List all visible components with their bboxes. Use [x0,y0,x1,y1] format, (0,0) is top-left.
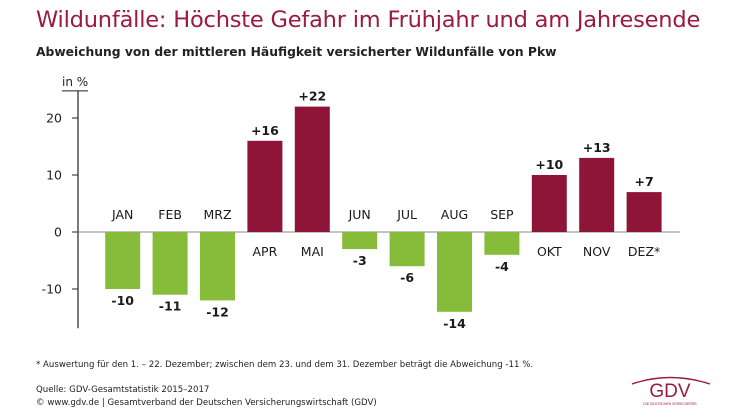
bar [342,232,378,250]
copyright-line: © www.gdv.de | Gesamtverband der Deutsch… [36,398,377,408]
category-label: AUG [441,207,468,222]
bar-chart: in % -10 0 10 20 JAN -10 FEB -11 MRZ -12 APR +16 MAI +… [42,75,680,331]
data-label: +10 [535,157,563,172]
data-label: -12 [206,304,229,319]
data-label: -6 [400,270,414,285]
y-axis-label: in % [62,75,88,89]
data-label: -3 [353,253,367,268]
category-label: JAN [111,207,133,222]
logo-arc [631,376,711,385]
bar [484,232,520,255]
category-label: SEP [490,207,514,222]
bar [152,232,188,295]
bar [200,232,235,301]
category-label: NOV [583,244,611,259]
footnote: * Auswertung für den 1. – 22. Dezember; … [36,360,534,370]
data-label: -14 [443,316,466,331]
bar [389,232,425,267]
bar [626,192,662,232]
data-label: +22 [298,89,326,104]
logo-tagline: DIE DEUTSCHEN VERSICHERER [643,402,697,406]
data-label: -4 [495,259,509,274]
data-label: -10 [111,293,134,308]
data-label: +7 [635,174,654,189]
category-label: FEB [158,207,182,222]
y-tick-label: 0 [54,225,62,240]
category-label: JUL [396,207,417,222]
y-tick-label: 20 [46,111,62,126]
category-label: DEZ* [628,244,660,259]
chart-subtitle: Abweichung von der mittleren Häufigkeit … [36,45,557,59]
bar [105,232,141,289]
data-label: -11 [159,299,182,314]
category-label: APR [253,244,278,259]
data-label: +13 [583,140,611,155]
y-tick-label: 10 [46,168,62,183]
gdv-logo: GDV DIE DEUTSCHEN VERSICHERER [631,376,711,406]
bar [531,175,567,232]
data-label: +16 [251,123,279,138]
source-line: Quelle: GDV-Gesamtstatistik 2015–2017 [36,385,210,395]
bar [579,157,615,232]
category-label: MRZ [203,207,231,222]
y-tick-label: -10 [42,282,62,297]
source-block: Quelle: GDV-Gesamtstatistik 2015–2017 © … [36,384,377,410]
logo-wordmark: GDV [649,381,691,402]
category-label: JUN [348,207,371,222]
chart-title: Wildunfälle: Höchste Gefahr im Frühjahr … [36,7,701,33]
bar [294,106,330,232]
category-label: MAI [301,244,324,259]
bar [437,232,472,312]
bar [247,140,283,232]
category-label: OKT [537,244,562,259]
